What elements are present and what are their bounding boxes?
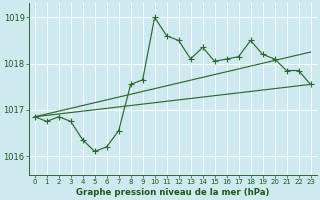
X-axis label: Graphe pression niveau de la mer (hPa): Graphe pression niveau de la mer (hPa): [76, 188, 269, 197]
